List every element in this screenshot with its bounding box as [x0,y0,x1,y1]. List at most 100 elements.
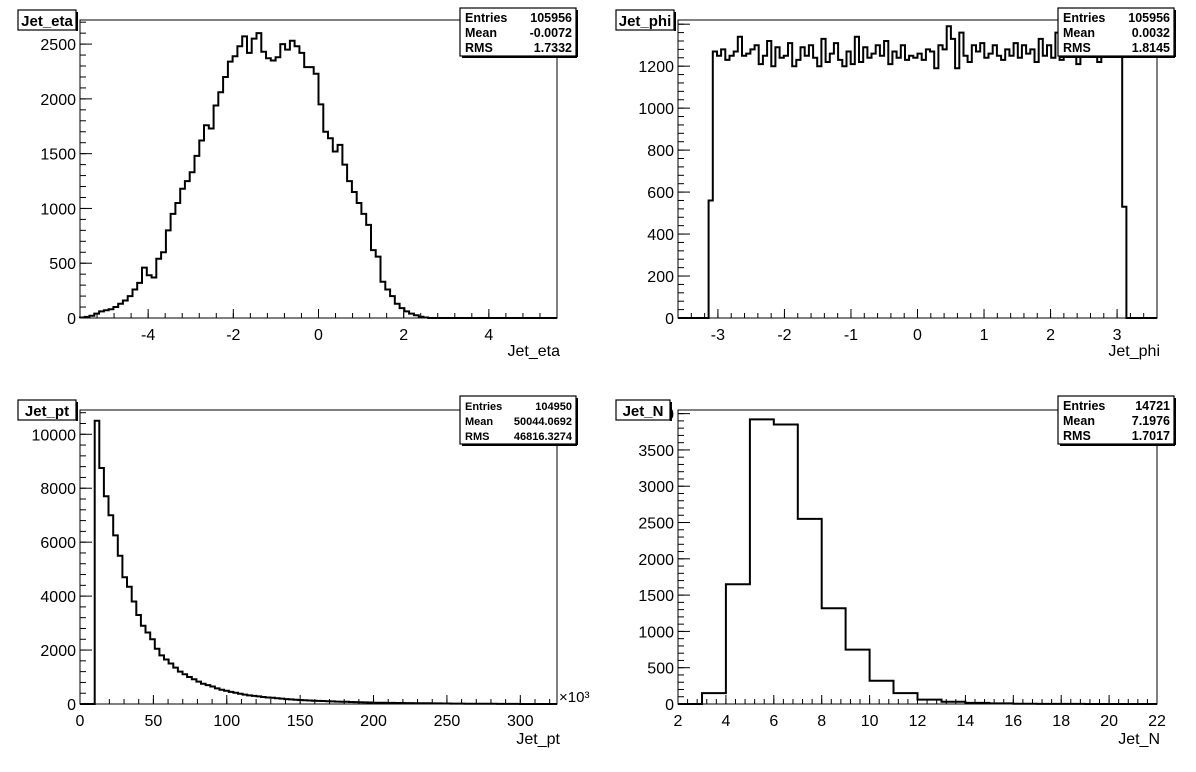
histogram-bin [894,693,918,704]
histogram-bin [271,61,276,319]
histogram-bin [366,225,371,318]
histogram-bin [321,701,326,704]
x-tick-label: 10 [861,713,879,730]
histogram-bin [968,62,972,318]
histogram-bin [109,309,114,318]
histogram-bin [771,66,775,318]
histogram-title: Jet_N [623,403,664,420]
x-tick-label: 8 [817,713,826,730]
histogram-bin [717,56,721,318]
x-tick-label: 250 [434,713,461,730]
histogram-panel-jet-eta: -4 -2 0 2 4 0 500 1000 1500 2000 2500 Jet_eta Jet_et… [17,7,578,360]
y-tick-label: 500 [647,661,674,678]
x-tick-label: 20 [1100,713,1118,730]
histogram-bin [926,49,930,318]
histogram-bin [905,60,909,318]
stats-mean-label: Mean [465,416,493,428]
x-tick-label: 0 [913,327,922,344]
histogram-series-line [678,418,1157,705]
histogram-bin [409,703,414,704]
histogram-bin [228,62,233,318]
histogram-bin [390,296,395,318]
histogram-bin [788,43,792,318]
stats-box [1057,7,1175,57]
y-tick-label: 8000 [40,481,76,498]
histogram-bin [395,304,400,318]
histogram-bin [1080,26,1084,318]
histogram-bin [821,39,825,318]
histogram-bin [1122,207,1126,318]
histogram-bin [314,74,319,318]
histogram-bin [884,41,888,318]
histogram-bin [775,47,779,318]
histogram-bin [423,318,428,319]
y-tick-label: 2000 [40,92,76,109]
histogram-bin [746,54,750,318]
histogram-bin [755,45,759,318]
plot-frame [79,409,558,705]
x-axis-label: Jet_phi [1108,343,1160,360]
x-tick-label: 1 [980,327,989,344]
histogram-bin [289,699,294,704]
histogram-bin [252,39,257,318]
histogram-bin [1055,33,1059,318]
histogram-bin [763,56,767,318]
histogram-bin [363,702,368,704]
histogram-bin [150,639,155,704]
histogram-bin [709,201,713,319]
histogram-bin [152,278,157,319]
histogram-bin [423,703,428,704]
histogram-bin [99,311,104,318]
histogram-bin [285,50,290,318]
histogram-series-line [79,32,557,319]
histogram-bin [352,192,357,318]
stats-rms-value: 1.8145 [1132,41,1170,55]
histogram-bin [243,695,248,704]
histogram-bin [171,214,176,318]
histogram-panel-jet-n: 2 4 6 8 10 12 14 16 18 20 22 0 500 1000 1500 2000 2500 30… [615,395,1176,748]
histogram-bin [1039,39,1043,318]
histogram-bin [385,290,390,319]
y-tick-label: 1000 [638,101,674,118]
histogram-bin [192,679,197,704]
histogram-bin [128,296,133,318]
histogram-bin [276,57,281,318]
y-tick-label: 1200 [638,59,674,76]
histogram-bin [104,496,109,704]
histogram-bin [930,52,934,319]
histogram-bin [175,203,180,318]
x-tick-label: 50 [144,713,162,730]
histogram-bin [834,43,838,318]
histogram-bin [726,584,750,704]
histogram-bin [164,660,169,705]
histogram-bin [750,419,774,704]
y-tick-label: 2500 [40,37,76,54]
y-tick-label: 2500 [638,516,674,533]
histogram-bin [1043,56,1047,318]
histogram-bin [713,52,717,319]
histogram-bin [798,519,822,704]
histogram-bin [247,695,252,704]
histogram-bin [299,53,304,318]
stats-mean-value: 50044.0692 [514,416,572,428]
histogram-bin [133,290,138,319]
stats-mean-value: 7.1976 [1132,414,1170,428]
histogram-bin [233,56,238,318]
y-tick-label: 1000 [638,624,674,641]
stats-rms-label: RMS [1063,41,1091,55]
y-tick-label: 10000 [32,427,77,444]
x-tick-label: 12 [909,713,927,730]
y-tick-label: 0 [67,311,76,328]
histogram-bin [391,703,396,704]
histogram-bin [738,37,742,318]
stats-rms-value: 1.7332 [534,41,572,55]
histogram-bin [347,181,352,318]
x-tick-label: 100 [213,713,240,730]
histogram-bin [395,703,400,704]
histogram-bin [980,43,984,318]
histogram-bin [805,56,809,318]
stats-box [459,395,577,445]
histogram-bin [209,129,214,319]
x-tick-label: 4 [721,713,730,730]
histogram-bin [913,58,917,318]
